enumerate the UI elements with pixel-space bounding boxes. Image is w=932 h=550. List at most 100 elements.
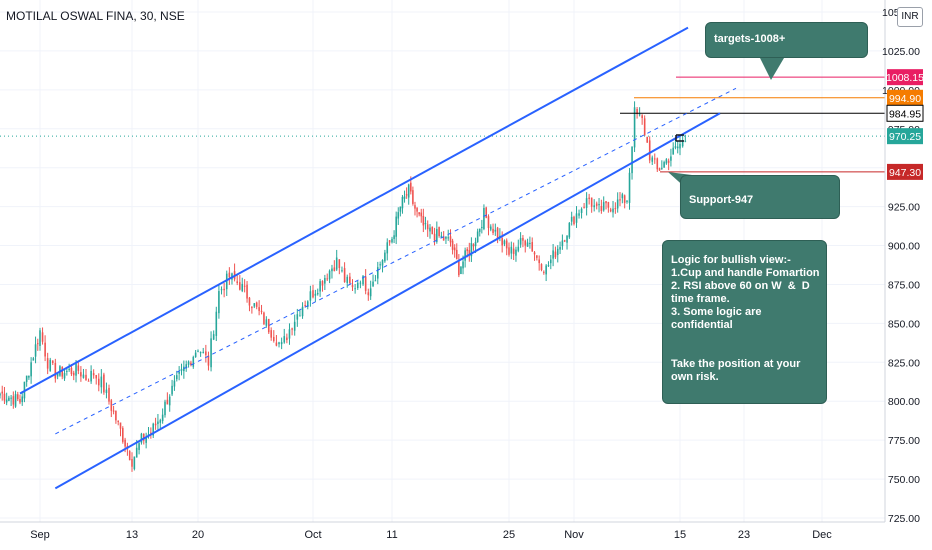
candle-body [19,399,21,403]
channel-middle-line [55,87,737,435]
candle-body [570,216,573,222]
candle-body [39,330,41,346]
candle-body [175,375,178,380]
candle-body [157,421,159,425]
candle-body [70,367,73,375]
candle-body [416,208,418,212]
candle-body [628,172,631,203]
candle-body [87,380,90,382]
candle-body [559,247,561,250]
candle-body [598,204,600,206]
candle-body [215,311,218,336]
candle-body [476,231,479,243]
candle-body [563,240,566,242]
candle-body [14,394,17,407]
price-label-box-last-price [887,128,923,145]
logic-line-9: Take the position at your [671,358,801,370]
candle-body [171,385,173,395]
logic-line-6: confidential [671,319,733,331]
candle-body [679,143,681,149]
x-tick-label: 11 [386,529,397,541]
candle-body [349,276,351,283]
candle-body [374,280,377,282]
candle-body [401,197,404,209]
candle-body [517,246,520,251]
y-tick-label: 900.00 [888,241,920,253]
candle-body [422,216,425,226]
candle-body [140,433,143,443]
candle-body [205,351,207,356]
price-label-last-price: 970.25 [889,131,921,143]
candle-body [359,282,362,284]
candle-body [426,224,429,230]
candle-body [474,241,477,247]
candle-body [265,319,268,326]
candle-body [110,400,113,411]
price-label-resistance: 994.90 [889,93,921,105]
candle-body [178,371,180,374]
candle-body [299,315,301,317]
candle-body [393,235,395,239]
candle-body [283,336,286,343]
candle-body [278,342,280,345]
candle-body [56,373,59,377]
support-callout: Support-947 [680,175,840,219]
candle-body [333,267,336,272]
candle-body [399,206,402,212]
candle-body [388,240,391,243]
candle-body [612,208,614,213]
currency-icon[interactable]: INR [897,7,923,27]
candle-body [638,114,641,116]
price-label-recent-high: 984.95 [889,108,921,120]
y-tick-label: 750.00 [888,474,920,486]
candle-body [503,240,506,245]
candle-body [135,447,138,458]
candle-body [580,208,583,213]
price-label-box-target [887,69,923,86]
candle-body [32,358,35,361]
candle-body [658,168,661,171]
candle-body [494,229,497,232]
candle-body [131,459,133,467]
candle-body [16,394,19,400]
candle-body [616,199,619,209]
candle-body [150,432,152,434]
candle-body [166,399,169,405]
logic-line-1: Logic for bullish view:- [671,254,791,266]
candle-body [665,159,668,164]
price-label-support: 947.30 [889,167,921,179]
candle-body [412,190,414,204]
candle-body [115,411,117,421]
candle-body [547,265,550,267]
candle-body [306,301,309,307]
candle-body [21,396,24,403]
candle-body [25,375,28,382]
candle-body [451,240,454,250]
candle-body [674,146,677,148]
candle-body [207,355,210,366]
candle-body [36,343,39,345]
price-label-box-recent-high [886,104,924,122]
candle-body [496,227,499,240]
candle-body [92,373,95,376]
candle-body [80,372,82,377]
candle-body [54,363,57,379]
candle-body [531,242,534,252]
channel-upper-line [19,26,689,395]
candle-body [364,276,367,291]
candle-body [255,302,258,307]
candle-body [410,182,412,192]
logic-line-5: 3. Some logic are [671,306,762,318]
candle-body [633,107,636,148]
candle-body [609,209,612,212]
candle-body [395,216,397,237]
candle-body [566,235,568,243]
candle-body [481,226,483,228]
targets-callout: targets-1008+ [705,22,868,58]
candle-body [510,246,513,254]
candle-body [614,208,617,210]
candle-body [199,352,202,354]
targets-text: targets-1008+ [714,33,786,45]
candle-body [168,396,171,406]
candle-body [561,240,564,247]
